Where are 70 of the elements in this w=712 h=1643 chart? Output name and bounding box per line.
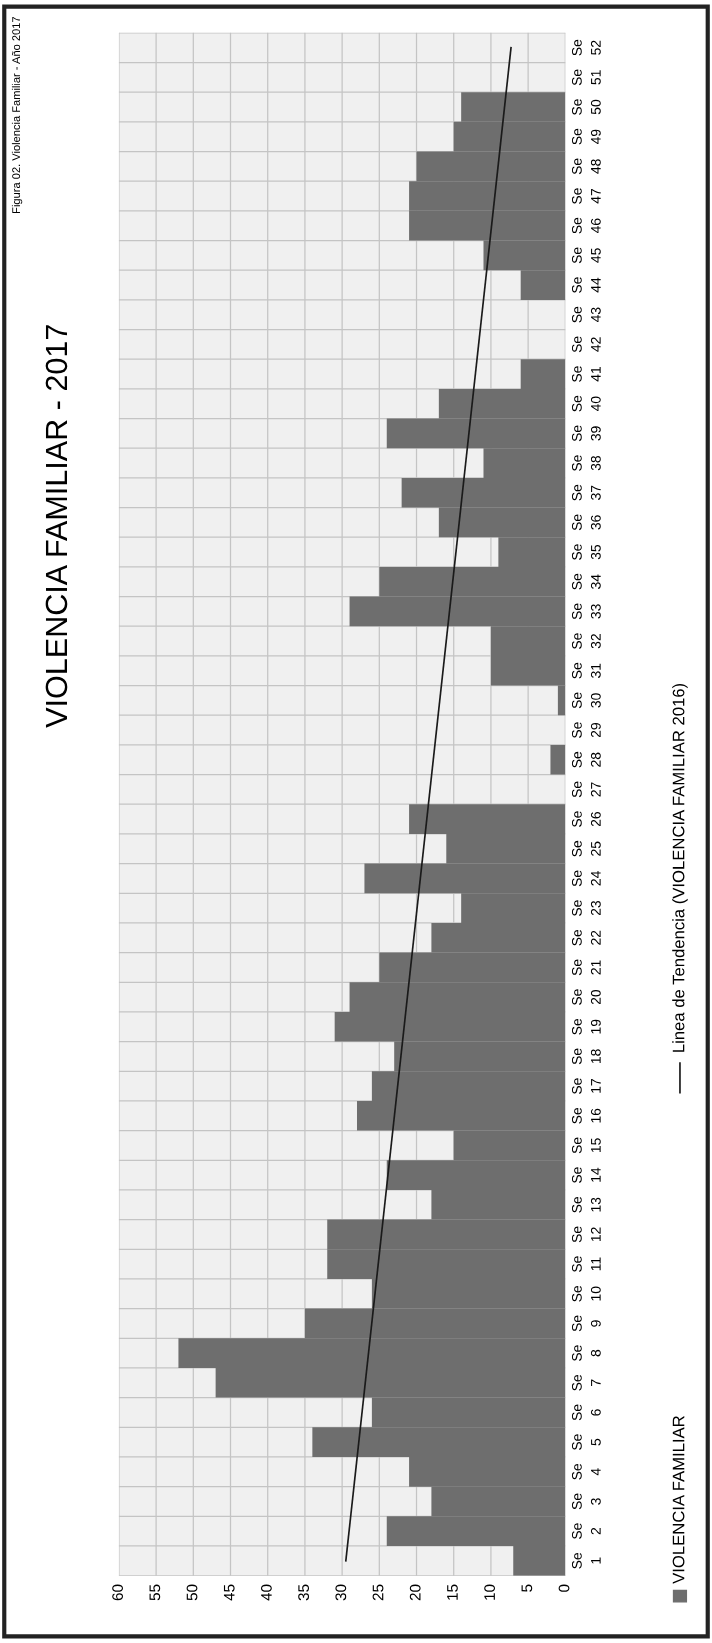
x-tick-label: 20: [409, 1584, 421, 1601]
y-tick-label: Se 4: [571, 1463, 601, 1480]
y-tick-label: Se 41: [571, 366, 601, 382]
y-tick-label: Se 20: [571, 989, 601, 1005]
x-tick-label: 25: [372, 1584, 384, 1601]
y-tick-label: Se 21: [571, 959, 601, 976]
y-tick-label: Se 39: [571, 425, 601, 442]
text: Linea de Tendencia (VIOLENCIA FAMILIAR 2016): [672, 683, 688, 1052]
text: VIOLENCIA FAMILIAR: [672, 1416, 685, 1584]
y-tick-label: Se 1: [571, 1552, 601, 1569]
y-tick-label: Se 30: [571, 692, 601, 709]
y-tick-label: Se 6: [571, 1404, 601, 1421]
y-tick-label: Se 29: [571, 722, 601, 738]
x-tick-label: 60: [112, 1584, 124, 1601]
y-tick-label: Se 3: [571, 1493, 601, 1510]
y-tick-label: Se 28: [571, 751, 601, 768]
x-tick-label: 15: [447, 1584, 458, 1600]
y-tick-label: Se 10: [571, 1285, 601, 1302]
y-tick-label: Se 37: [571, 484, 601, 501]
y-tick-label: Se 18: [571, 1048, 601, 1065]
y-tick-label: Se 48: [571, 158, 601, 175]
y-tick-label: Se 2: [571, 1523, 601, 1539]
x-tick-label: 50: [186, 1584, 198, 1601]
y-tick-label: Se 46: [571, 217, 601, 234]
y-tick-label: Se 49: [571, 128, 601, 145]
y-tick-label: Se 16: [571, 1107, 601, 1124]
y-tick-label: Se 42: [571, 336, 601, 353]
x-tick-label: 55: [149, 1584, 161, 1601]
x-tick-label: 35: [298, 1584, 310, 1601]
y-tick-label: Se 43: [571, 306, 601, 323]
y-tick-label: Se 45: [571, 247, 601, 264]
y-tick-label: Se 47: [571, 188, 601, 204]
y-tick-label: Se 40: [571, 395, 601, 412]
x-tick-label: 10: [484, 1584, 496, 1600]
x-tick-label: 40: [260, 1584, 272, 1601]
text: VIOLENCIA FAMILIAR - 2017: [45, 325, 68, 728]
bar: [550, 744, 566, 775]
y-tick-label: Se 7: [571, 1374, 601, 1391]
y-tick-label: Se 24: [571, 870, 601, 887]
x-tick-label: 0: [558, 1584, 570, 1592]
y-tick-label: Se 51: [571, 69, 601, 86]
y-tick-label: Se 26: [571, 811, 601, 827]
y-tick-label: Se 34: [571, 573, 601, 590]
text: Figura 02. Violencia Familiar - Año 2017: [11, 16, 23, 213]
y-tick-label: Se 27: [571, 781, 601, 798]
y-tick-label: Se 9: [571, 1315, 601, 1332]
y-tick-label: Se 38: [571, 455, 601, 471]
y-tick-label: Se 36: [571, 514, 601, 531]
x-tick-label: 5: [521, 1584, 533, 1592]
y-tick-label: Se 32: [571, 633, 601, 649]
y-tick-label: Se 22: [571, 929, 601, 946]
x-tick-label: 45: [223, 1584, 235, 1601]
y-tick-label: Se 11: [571, 1256, 601, 1272]
y-tick-label: Se 15: [571, 1137, 601, 1154]
y-tick-label: Se 35: [571, 544, 601, 560]
y-tick-label: Se 31: [571, 662, 601, 679]
y-tick-label: Se 44: [571, 277, 601, 293]
y-tick-label: Se 33: [571, 603, 601, 620]
x-tick-label: 30: [335, 1584, 347, 1601]
y-tick-label: Se 23: [571, 900, 601, 916]
y-tick-label: Se 52: [571, 39, 601, 56]
y-tick-label: Se 8: [571, 1345, 601, 1361]
y-tick-label: Se 17: [571, 1078, 601, 1094]
y-tick-label: Se 13: [571, 1196, 601, 1213]
y-tick-label: Se 5: [571, 1434, 601, 1450]
y-tick-label: Se 50: [571, 99, 601, 115]
y-tick-label: Se 12: [571, 1226, 601, 1243]
y-tick-label: Se 19: [571, 1018, 601, 1035]
y-tick-label: Se 25: [571, 840, 601, 857]
y-tick-label: Se 14: [571, 1167, 601, 1183]
